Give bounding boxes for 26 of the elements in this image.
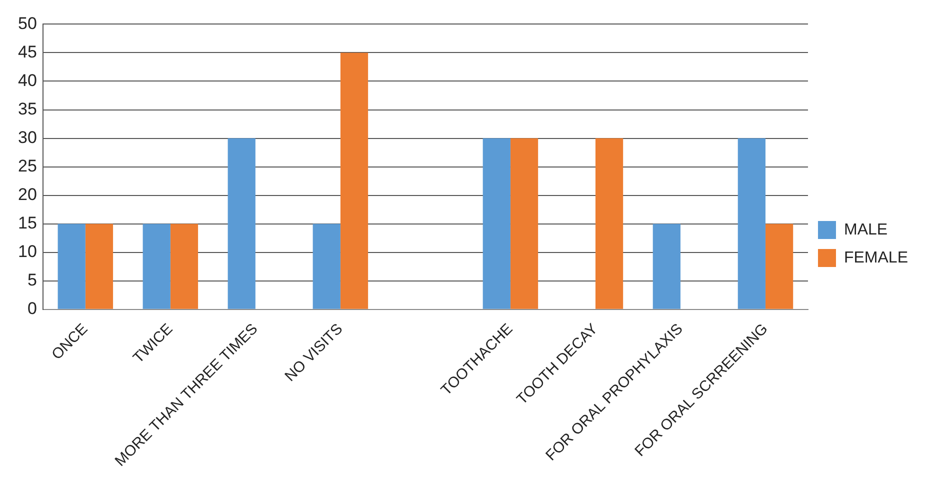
y-tick-label: 0 [27, 299, 37, 318]
y-tick-label: 20 [18, 184, 37, 204]
bar [85, 224, 114, 309]
bar [765, 224, 794, 309]
legend-label: FEMALE [844, 249, 908, 266]
y-tick-label: 25 [18, 156, 37, 176]
y-tick-label: 15 [18, 214, 37, 233]
bar [510, 138, 538, 309]
bar [228, 138, 256, 309]
y-tick-label: 10 [18, 242, 37, 262]
y-tick-label: 30 [18, 128, 37, 147]
y-tick-label: 45 [18, 42, 37, 62]
legend-label: MALE [844, 221, 888, 238]
y-tick-label: 50 [18, 14, 37, 33]
y-tick-label: 35 [18, 99, 37, 118]
bar [312, 224, 340, 309]
bar [58, 224, 86, 309]
bar [595, 138, 624, 309]
bar [340, 52, 368, 309]
bar [738, 138, 766, 309]
bar [142, 224, 170, 309]
y-tick-label: 40 [18, 70, 37, 90]
bar [482, 138, 510, 309]
y-tick-label: 5 [27, 270, 37, 290]
bar [652, 224, 680, 309]
bar [170, 224, 198, 309]
